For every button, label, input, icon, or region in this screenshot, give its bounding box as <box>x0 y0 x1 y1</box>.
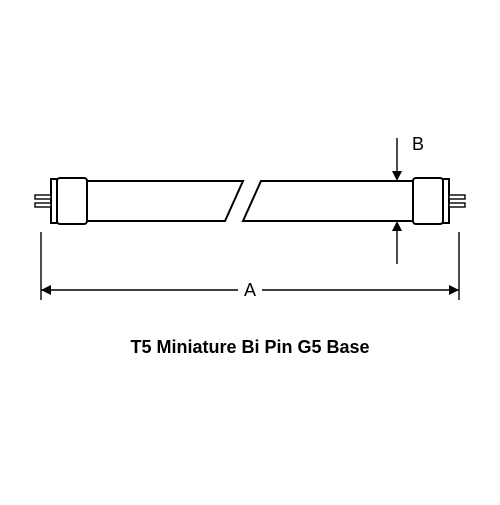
tube-diagram: AB <box>0 0 500 500</box>
dimension-b-label: B <box>412 134 424 154</box>
diagram-caption: T5 Miniature Bi Pin G5 Base <box>0 337 500 358</box>
diagram-canvas: AB T5 Miniature Bi Pin G5 Base <box>0 0 500 500</box>
dimension-a-label: A <box>244 280 256 300</box>
